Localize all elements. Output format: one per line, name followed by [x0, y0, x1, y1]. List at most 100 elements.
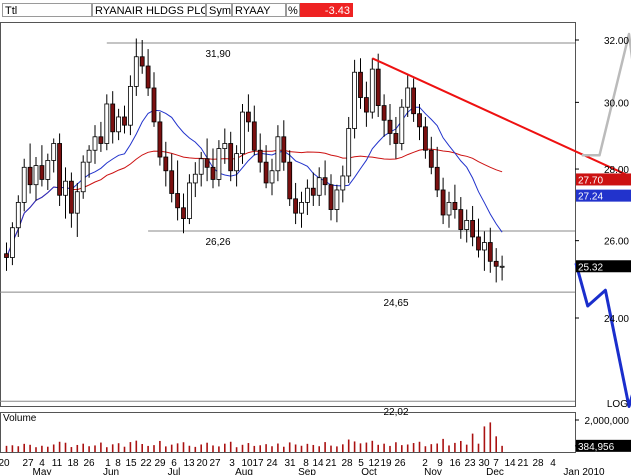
resistance-trendline [371, 57, 631, 178]
price-candle [470, 205, 476, 247]
date-day-label: 17 [252, 458, 264, 469]
level-label: 24,65 [383, 298, 408, 309]
candle-body [328, 184, 334, 210]
price-candle [151, 72, 157, 127]
candle-body [222, 143, 228, 149]
price-candle [452, 184, 458, 219]
candle-body [63, 180, 68, 196]
percent-field-label: % [286, 3, 300, 17]
candle-body [92, 136, 98, 151]
price-candle [393, 116, 399, 159]
price-candle [98, 121, 104, 152]
price-candle [340, 165, 346, 203]
price-candle [92, 125, 98, 164]
price-candle [74, 182, 80, 237]
price-candle [186, 174, 192, 225]
price-candle [245, 94, 251, 132]
price-candle [57, 133, 62, 206]
price-candle [240, 103, 245, 164]
candle-body [310, 187, 316, 196]
candle-body [122, 116, 127, 126]
date-axis: 20 27 4 11 18 26 1 8 15 22 29 6 13 20 27 3 10 17 24 31 8 14 21… [0, 458, 605, 475]
candle-body [251, 121, 257, 151]
price-candle [210, 148, 216, 189]
date-day-label: 4 [39, 458, 45, 469]
price-candle [422, 116, 428, 159]
price-candle [434, 146, 440, 198]
price-candle [381, 94, 387, 137]
volume-tick-label: 2,000,000 [585, 416, 630, 427]
price-candle [86, 145, 92, 178]
volume-badge [576, 439, 631, 452]
volume-tick-label: 384,956 [578, 442, 615, 453]
date-day-label: 3 [229, 458, 235, 469]
date-month-label: Jun [103, 467, 119, 475]
price-candle [352, 59, 358, 139]
symbol-field-label: Sym [206, 3, 232, 17]
candle-body [116, 116, 121, 133]
ticker-symbol: RYAAY [232, 3, 286, 17]
price-candle [27, 143, 33, 194]
candle-body [299, 201, 304, 214]
price-candle [428, 136, 434, 175]
bullish-projection-path [581, 32, 631, 157]
date-month-label: May [33, 467, 52, 475]
price-badge-label: 25.32 [578, 262, 603, 273]
candle-body [86, 149, 92, 163]
price-candle [358, 58, 363, 109]
candle-body [234, 153, 240, 172]
date-day-label: 4 [550, 458, 556, 469]
price-candle [251, 105, 257, 156]
date-day-label: 19 [380, 458, 392, 469]
price-candle [198, 151, 204, 187]
price-badge [576, 189, 631, 202]
annotations [371, 32, 631, 408]
price-candle [487, 227, 493, 273]
volume-panel: Volume 2,000,000 384,956 [3, 413, 631, 453]
price-candle [122, 105, 127, 134]
candle-body [387, 119, 393, 134]
price-tick-label: 32.00 [604, 36, 629, 47]
candle-body [352, 71, 358, 129]
candle-body [9, 227, 15, 258]
candle-body [157, 121, 163, 158]
candle-body [127, 85, 133, 126]
date-day-label: 23 [464, 458, 476, 469]
price-candle [369, 58, 375, 119]
date-day-label: 6 [171, 458, 177, 469]
price-candle [322, 160, 328, 196]
price-candle [157, 112, 163, 166]
price-candle [481, 231, 487, 271]
date-month-label: Nov [424, 467, 442, 475]
candle-body [411, 87, 417, 115]
candle-body [228, 143, 234, 172]
candle-body [440, 189, 446, 216]
candle-body [204, 158, 210, 168]
price-candle [316, 167, 322, 206]
price-candle [63, 167, 68, 219]
price-tick-label: 28.00 [604, 165, 629, 176]
candle-body [381, 105, 387, 121]
candle-body [481, 242, 487, 251]
price-candle [51, 138, 57, 173]
date-month-label: Jan 2010 [563, 467, 605, 475]
candle-body [464, 220, 470, 230]
price-candle [222, 128, 228, 164]
price-candle [499, 255, 505, 281]
date-day-label: 22 [140, 458, 152, 469]
candle-body [346, 128, 352, 177]
price-candle [9, 222, 15, 266]
price-candle [405, 75, 411, 117]
date-day-label: 20 [196, 458, 208, 469]
date-day-label: 5 [358, 458, 364, 469]
candle-body [263, 161, 269, 184]
candle-body [369, 68, 375, 113]
date-day-label: 26 [83, 458, 95, 469]
price-candle [127, 75, 133, 136]
price-candle [228, 131, 234, 182]
price-candle [69, 172, 74, 228]
candle-body [163, 156, 169, 172]
price-candle [175, 160, 181, 221]
date-day-label: 7 [493, 458, 499, 469]
candle-body [275, 136, 281, 172]
